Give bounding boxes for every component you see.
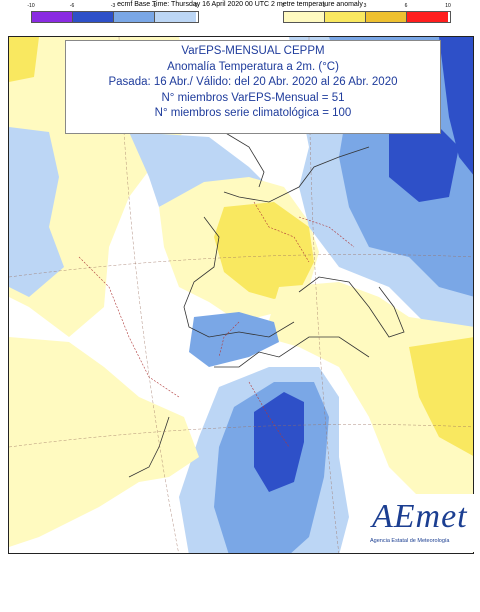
cbar-warm-4 — [407, 12, 448, 22]
political-borders — [78, 201, 355, 448]
warm-colorbar — [283, 11, 451, 23]
aemet-logo: AEmet Agencia Estatal de Meteorología — [360, 494, 474, 552]
map-title-box: VarEPS-MENSUAL CEPPM Anomalía Temperatur… — [65, 40, 441, 134]
tick-warm-2: 3 — [363, 3, 367, 9]
tick-cold-0: -10 — [27, 3, 35, 9]
border-3 — [218, 321, 240, 358]
title-line-climatology: N° miembros serie climatológica = 100 — [154, 107, 352, 119]
coastline-biscay-iberia — [183, 216, 295, 338]
graticule-lat-1 — [9, 254, 473, 278]
title-line-validity: Pasada: 16 Abr./ Válido: del 20 Abr. 202… — [108, 76, 398, 88]
tick-cold-3: -1 — [151, 3, 157, 9]
cold-colorbar — [31, 11, 199, 23]
anomaly-region-iberia-cool — [189, 312, 279, 367]
border-4 — [78, 256, 180, 398]
border-5 — [248, 381, 290, 448]
title-line-variable: Anomalía Temperatura a 2m. (°C) — [167, 60, 339, 73]
logo-wordmark: AEmet — [372, 498, 468, 535]
title-line-model: VarEPS-MENSUAL CEPPM — [181, 45, 325, 57]
anomaly-region-africa-warm — [409, 337, 473, 456]
coastline-northsea — [223, 146, 370, 203]
tick-cold-4: 0 — [194, 3, 198, 9]
anomaly-region-sw-atlantic-warm — [9, 337, 199, 547]
anomaly-region-atlantic-cool — [9, 127, 64, 297]
map-header: ecmf Base Time: Thursday 16 April 2020 0… — [0, 0, 480, 36]
tick-warm-1: 1 — [322, 3, 326, 9]
cbar-warm-3 — [366, 12, 407, 22]
tick-cold-2: -3 — [110, 3, 116, 9]
cbar-warm-1 — [284, 12, 325, 22]
graticule-lat-2 — [9, 424, 473, 448]
anomaly-region-france-warm — [214, 202, 314, 299]
tick-warm-0: 0 — [281, 3, 285, 9]
anomaly-region-southwest-cold — [254, 392, 304, 492]
coastline-italy — [298, 276, 405, 338]
border-1 — [253, 201, 310, 263]
anomaly-region-nw-warm — [9, 37, 39, 82]
title-line-members: N° miembros VarEPS-Mensual = 51 — [161, 91, 345, 104]
cbar-cold-4 — [155, 12, 196, 22]
tick-warm-4: 10 — [445, 3, 451, 9]
anomaly-region-east-cold — [389, 117, 459, 202]
border-2 — [298, 216, 355, 248]
tick-warm-3: 6 — [404, 3, 408, 9]
cbar-cold-2 — [73, 12, 114, 22]
header-title: ecmf Base Time: Thursday 16 April 2020 0… — [117, 1, 363, 8]
cbar-cold-1 — [32, 12, 73, 22]
cbar-warm-2 — [325, 12, 366, 22]
coastline-north-africa — [214, 336, 370, 368]
tick-cold-1: -6 — [69, 3, 75, 9]
coastline-morocco — [128, 416, 170, 478]
logo-subtitle: Agencia Estatal de Meteorología — [370, 538, 450, 544]
anomaly-region-ne-cold — [439, 37, 473, 175]
cbar-cold-3 — [114, 12, 155, 22]
